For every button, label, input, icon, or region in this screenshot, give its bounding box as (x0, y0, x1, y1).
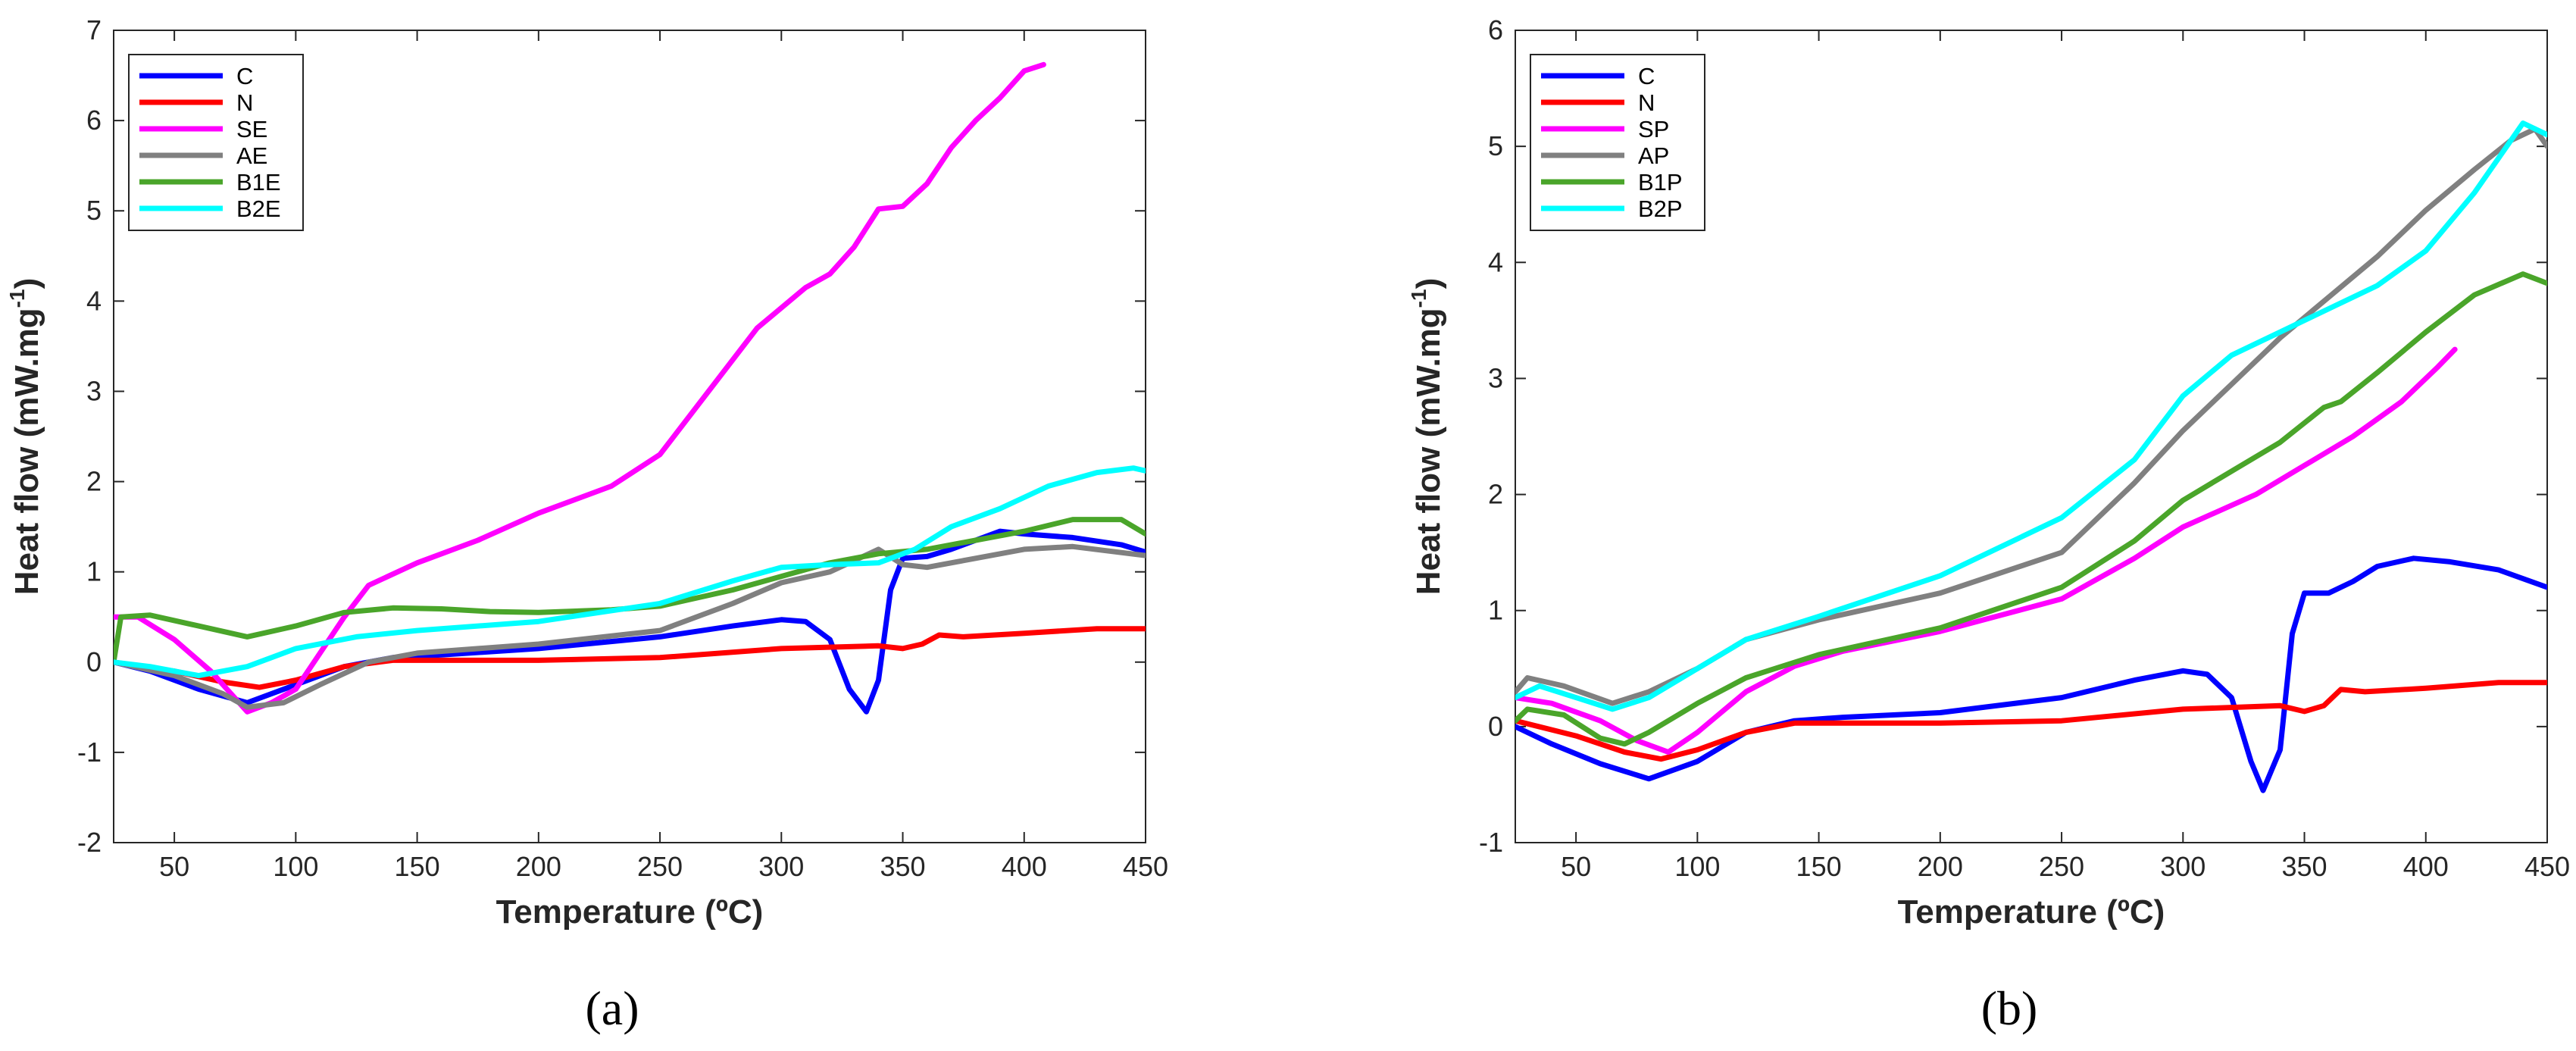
x-tick-label: 200 (1918, 851, 1963, 882)
legend-label: B1P (1638, 169, 1683, 195)
x-tick-label: 200 (516, 851, 561, 882)
y-axis-label-superscript: -1 (1407, 289, 1430, 308)
series-line-ae (114, 543, 1146, 710)
legend-label: AP (1638, 142, 1669, 169)
y-tick-label: 4 (1488, 246, 1503, 277)
series-group (1515, 120, 2547, 793)
series-line-c (114, 528, 1146, 715)
y-tick-label: 1 (1488, 595, 1503, 626)
y-tick-label: 2 (86, 466, 102, 497)
series-line-c (1515, 555, 2547, 793)
y-tick-label: 1 (86, 556, 102, 587)
legend-label: SE (236, 116, 267, 142)
x-tick-label: 300 (758, 851, 804, 882)
y-tick-label: 5 (1488, 130, 1503, 161)
legend-label: B1E (236, 169, 281, 195)
x-tick-label: 350 (880, 851, 925, 882)
series-line-b2p (1515, 120, 2547, 712)
y-axis-label: Heat flow (mW.mg-1) (1407, 278, 1447, 595)
y-tick-label: 5 (86, 195, 102, 226)
series-line-n (1515, 680, 2547, 762)
y-axis-label-main: Heat flow (mW.mg (8, 308, 45, 595)
y-tick-label: 3 (1488, 362, 1503, 393)
legend-label: C (1638, 63, 1655, 89)
y-tick-label: 6 (1488, 14, 1503, 45)
legend-label: B2E (236, 195, 281, 222)
y-tick-label: 0 (1488, 711, 1503, 742)
y-axis-label-main: Heat flow (mW.mg (1410, 308, 1447, 595)
x-tick-label: 100 (273, 851, 318, 882)
legend-box (128, 54, 304, 231)
x-tick-label: 250 (637, 851, 683, 882)
y-axis-label-close: ) (1410, 278, 1447, 289)
series-line-b2e (114, 465, 1146, 679)
y-tick-label: 6 (86, 105, 102, 136)
legend-label: C (236, 63, 253, 89)
legend-label: B2P (1638, 195, 1683, 222)
y-tick-label: -1 (1479, 827, 1503, 858)
legend-label: N (236, 89, 253, 116)
x-tick-label: 450 (2524, 851, 2570, 882)
y-tick-label: 4 (86, 285, 102, 316)
x-tick-label: 250 (2039, 851, 2084, 882)
y-axis-label: Heat flow (mW.mg-1) (5, 278, 45, 595)
series-group (114, 61, 1146, 715)
y-tick-label: 7 (86, 14, 102, 45)
chart-b: 50 100 150 200 250 300 350 400 450 -1 0 1 2 3 4 5 6 Tempe… (1407, 14, 2570, 1035)
series-line-ap (1515, 126, 2547, 706)
y-tick-label: 3 (86, 375, 102, 406)
x-tick-label: 150 (395, 851, 440, 882)
x-axis-label: Temperature (ºC) (1898, 893, 2165, 931)
x-tick-label: 50 (1561, 851, 1591, 882)
y-tick-label: -2 (77, 827, 102, 858)
series-line-n (114, 626, 1146, 690)
y-tick-label: 0 (86, 646, 102, 677)
x-tick-label: 400 (1002, 851, 1047, 882)
panel-label: (a) (585, 981, 639, 1035)
x-tick-label: 450 (1123, 851, 1168, 882)
legend-label: SP (1638, 116, 1669, 142)
legend-label: AE (236, 142, 267, 169)
y-tick-label: 2 (1488, 479, 1503, 510)
panel-label: (b) (1981, 981, 2038, 1035)
legend-label: N (1638, 89, 1655, 116)
x-tick-label: 350 (2281, 851, 2327, 882)
y-axis-label-superscript: -1 (5, 289, 29, 308)
legend-box (1530, 54, 1705, 231)
x-tick-label: 150 (1796, 851, 1842, 882)
y-axis-label-close: ) (8, 278, 45, 289)
x-tick-label: 50 (159, 851, 189, 882)
chart-a: 50 100 150 200 250 300 350 400 450 -2 -1 0 1 2 3 4 5 6 7 Te… (5, 14, 1168, 1035)
x-tick-label: 100 (1674, 851, 1720, 882)
y-tick-label: -1 (77, 737, 102, 768)
x-axis-label: Temperature (ºC) (496, 893, 764, 931)
x-tick-label: 300 (2160, 851, 2206, 882)
x-tick-label: 400 (2403, 851, 2449, 882)
series-line-b1p (1515, 271, 2547, 747)
